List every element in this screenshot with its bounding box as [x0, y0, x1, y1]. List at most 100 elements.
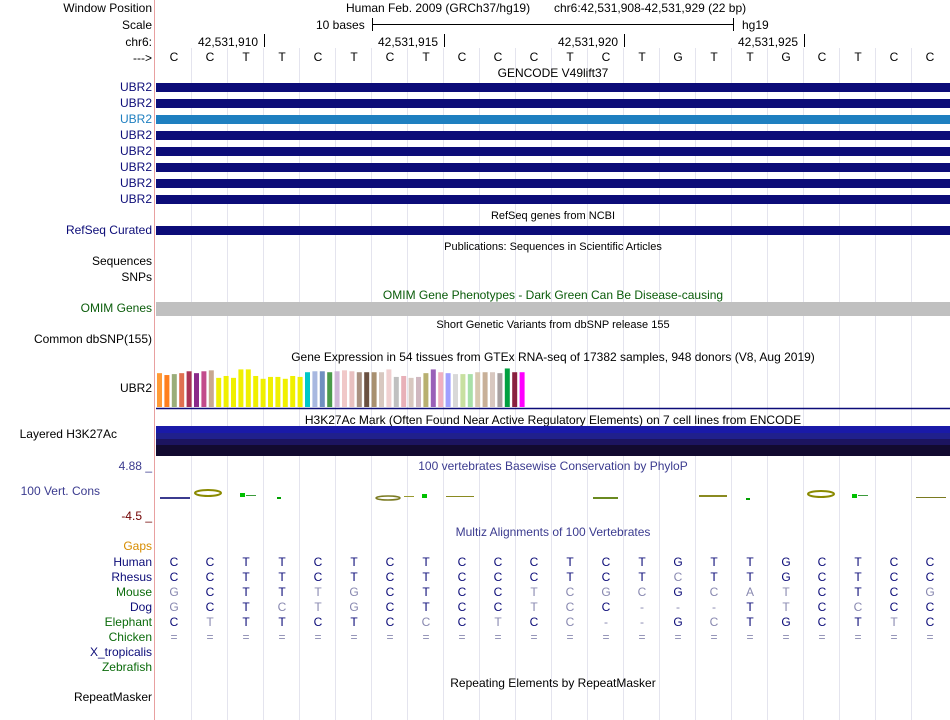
- refseq-ubr2-bar[interactable]: [156, 226, 950, 235]
- track-data-area[interactable]: Human Feb. 2009 (GRCh37/hg19) chr6:42,53…: [156, 0, 950, 720]
- gtex-tissue-bar[interactable]: [157, 373, 162, 407]
- strand-arrow-label[interactable]: --->: [133, 51, 152, 65]
- gtex-tissue-bar[interactable]: [504, 368, 510, 407]
- omim-gene-bar[interactable]: [156, 302, 950, 316]
- h3k27ac-layer-3[interactable]: [156, 439, 950, 445]
- gtex-tissue-bar[interactable]: [482, 372, 488, 407]
- gaps-label[interactable]: Gaps: [123, 539, 152, 553]
- gtex-tissue-bar[interactable]: [179, 373, 185, 407]
- gtex-tissue-bar[interactable]: [290, 375, 296, 407]
- gtex-tissue-bar[interactable]: [208, 370, 214, 407]
- gtex-tissue-bar[interactable]: [231, 377, 236, 407]
- gtex-tissue-bar[interactable]: [327, 372, 333, 407]
- gtex-tissue-bar[interactable]: [379, 372, 384, 407]
- gtex-tissue-bar[interactable]: [164, 375, 170, 407]
- species-human-label[interactable]: Human: [113, 555, 152, 569]
- h3k27ac-layer-2[interactable]: [156, 433, 950, 439]
- gencode-ubr2-label-5[interactable]: UBR2: [119, 144, 152, 158]
- gtex-tissue-bar[interactable]: [371, 372, 377, 407]
- phylop-track-label[interactable]: 100 Vert. Cons: [20, 484, 100, 498]
- multiz-base-mouse: C: [709, 585, 719, 599]
- multiz-base-mouse: T: [530, 585, 538, 599]
- gtex-tissue-bar[interactable]: [194, 373, 199, 407]
- common-dbsnp-label[interactable]: Common dbSNP(155): [33, 332, 152, 346]
- gtex-tissue-bar[interactable]: [297, 376, 303, 407]
- gtex-tissue-bar[interactable]: [364, 372, 370, 407]
- phylop-glyph-13: [807, 490, 835, 498]
- species-xtropicalis-label[interactable]: X_tropicalis: [89, 645, 152, 659]
- gtex-tissue-bar[interactable]: [171, 374, 177, 407]
- gtex-tissue-bar[interactable]: [408, 377, 414, 407]
- gtex-tissue-bar[interactable]: [416, 376, 421, 407]
- gencode-ubr2-label-6[interactable]: UBR2: [119, 160, 152, 174]
- gtex-tissue-bar[interactable]: [430, 369, 436, 407]
- gtex-tissue-bar[interactable]: [275, 376, 281, 407]
- gtex-tissue-bar[interactable]: [445, 373, 451, 407]
- repeatmasker-label[interactable]: RepeatMasker: [73, 690, 152, 704]
- gtex-tissue-bar[interactable]: [312, 371, 318, 407]
- gtex-tissue-bar[interactable]: [223, 375, 229, 407]
- gencode-ubr2-bar-2[interactable]: [156, 99, 950, 108]
- species-chicken-label[interactable]: Chicken: [108, 630, 152, 644]
- gtex-tissue-bar[interactable]: [186, 371, 192, 407]
- multiz-base-human: C: [313, 555, 323, 569]
- gencode-ubr2-bar-6[interactable]: [156, 163, 950, 172]
- gtex-tissue-bar[interactable]: [201, 371, 207, 407]
- dna-base: C: [457, 50, 467, 64]
- gencode-ubr2-label-3[interactable]: UBR2: [119, 112, 152, 126]
- gtex-tissue-bar[interactable]: [438, 372, 444, 407]
- layered-h3k27ac-label[interactable]: Layered H3K27Ac: [19, 427, 117, 441]
- gtex-tissue-bar[interactable]: [490, 372, 495, 407]
- gencode-ubr2-bar-5[interactable]: [156, 147, 950, 156]
- species-elephant-label[interactable]: Elephant: [104, 615, 152, 629]
- gtex-tissue-bar[interactable]: [268, 376, 273, 407]
- gencode-ubr2-label-4[interactable]: UBR2: [119, 128, 152, 142]
- gtex-tissue-bar[interactable]: [245, 369, 251, 407]
- gtex-tissue-bar[interactable]: [519, 372, 525, 407]
- omim-genes-label[interactable]: OMIM Genes: [80, 301, 152, 315]
- species-zebrafish-label[interactable]: Zebrafish: [101, 660, 152, 674]
- gtex-tissue-bar[interactable]: [386, 369, 392, 407]
- phylop-conservation-glyphs[interactable]: [156, 485, 950, 505]
- gtex-tissue-bar[interactable]: [253, 375, 259, 407]
- gtex-tissue-bar[interactable]: [467, 374, 473, 407]
- gtex-tissue-bar[interactable]: [334, 371, 340, 407]
- gtex-tissue-bar[interactable]: [282, 378, 288, 407]
- refseq-curated-label[interactable]: RefSeq Curated: [65, 223, 152, 237]
- gtex-tissue-bar[interactable]: [342, 370, 347, 407]
- gtex-tissue-bar[interactable]: [475, 372, 481, 407]
- sequences-label[interactable]: Sequences: [91, 254, 152, 268]
- gtex-tissue-bar[interactable]: [356, 372, 362, 407]
- gencode-ubr2-label-8[interactable]: UBR2: [119, 192, 152, 206]
- gencode-ubr2-bar-4[interactable]: [156, 131, 950, 140]
- gtex-tissue-bar[interactable]: [453, 374, 458, 407]
- gencode-ubr2-bar-1[interactable]: [156, 83, 950, 92]
- species-rhesus-label[interactable]: Rhesus: [111, 570, 152, 584]
- gencode-ubr2-bar-7[interactable]: [156, 179, 950, 188]
- gencode-ubr2-label-7[interactable]: UBR2: [119, 176, 152, 190]
- multiz-base-chicken: =: [206, 630, 214, 644]
- gtex-bar-chart[interactable]: [156, 360, 950, 410]
- gencode-ubr2-bar-3[interactable]: [156, 115, 950, 124]
- gtex-tissue-bar[interactable]: [305, 372, 310, 407]
- gencode-ubr2-label-2[interactable]: UBR2: [119, 96, 152, 110]
- gtex-tissue-bar[interactable]: [319, 371, 325, 407]
- gtex-tissue-bar[interactable]: [260, 378, 266, 407]
- gtex-tissue-bar[interactable]: [238, 369, 244, 407]
- gencode-ubr2-label-1[interactable]: UBR2: [119, 80, 152, 94]
- species-mouse-label[interactable]: Mouse: [115, 585, 152, 599]
- gtex-tissue-bar[interactable]: [393, 376, 399, 407]
- gtex-tissue-bar[interactable]: [216, 377, 222, 407]
- h3k27ac-layer-1[interactable]: [156, 426, 950, 433]
- gtex-tissue-bar[interactable]: [401, 375, 407, 407]
- gtex-gene-label[interactable]: UBR2: [119, 381, 152, 395]
- gtex-tissue-bar[interactable]: [512, 372, 518, 407]
- gtex-tissue-bar[interactable]: [423, 373, 429, 407]
- h3k27ac-layer-4[interactable]: [156, 445, 950, 456]
- gtex-tissue-bar[interactable]: [460, 374, 466, 407]
- snps-label[interactable]: SNPs: [121, 270, 152, 284]
- species-dog-label[interactable]: Dog: [129, 600, 152, 614]
- gtex-tissue-bar[interactable]: [349, 371, 355, 407]
- gencode-ubr2-bar-8[interactable]: [156, 195, 950, 204]
- gtex-tissue-bar[interactable]: [497, 373, 503, 407]
